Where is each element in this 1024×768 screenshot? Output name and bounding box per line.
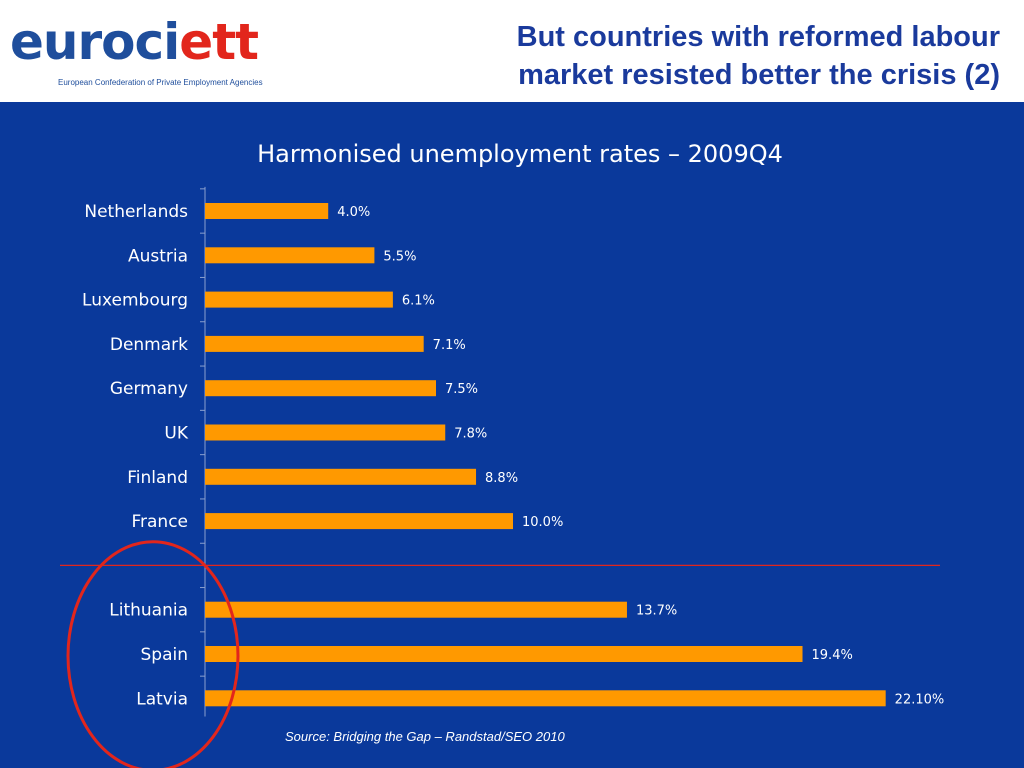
category-label: Lithuania (109, 601, 188, 621)
data-label: 7.5% (445, 382, 478, 397)
slide-title: But countries with reformed labour marke… (400, 18, 1000, 94)
bar (205, 601, 627, 618)
category-label: UK (164, 424, 188, 444)
data-label: 4.0% (337, 205, 370, 220)
slide-title-line-1: But countries with reformed labour (516, 21, 1000, 53)
data-label: 6.1% (402, 294, 435, 309)
category-label: Luxembourg (82, 291, 188, 311)
data-label: 19.4% (812, 648, 853, 663)
chart-panel: Harmonised unemployment rates – 2009Q4 N… (0, 102, 1024, 768)
bar (205, 424, 446, 441)
bar (205, 380, 436, 397)
unemployment-bar-chart: Netherlands 4.0% Austria 5.5% Luxembourg 6.1%… (60, 186, 945, 768)
bar (205, 646, 803, 662)
category-label: Austria (128, 246, 188, 266)
slide-title-line-2: market resisted better the crisis (2) (518, 59, 1000, 91)
highlight-circle (66, 540, 240, 768)
logo-wordmark: eurociett (10, 12, 259, 72)
data-label: 5.5% (383, 249, 416, 264)
bar (205, 247, 375, 264)
bar (205, 513, 513, 530)
category-label: France (131, 512, 188, 532)
chart-title: Harmonised unemployment rates – 2009Q4 (257, 140, 783, 168)
logo-word-main: euroci (10, 13, 180, 71)
data-label: 22.10% (895, 692, 945, 707)
bar (205, 690, 886, 707)
data-label: 7.8% (454, 427, 487, 442)
logo-word-accent: ett (179, 13, 259, 71)
category-label: Spain (141, 645, 189, 665)
eurociett-logo: eurociett European Confederation of Priv… (10, 12, 270, 92)
category-label: Denmark (110, 335, 188, 355)
category-label: Germany (110, 379, 188, 399)
source-note: Source: Bridging the Gap – Randstad/SEO … (285, 729, 565, 744)
slide-header: eurociett European Confederation of Priv… (0, 0, 1024, 102)
logo-tagline: European Confederation of Private Employ… (58, 78, 263, 87)
bar (205, 203, 329, 219)
data-label: 8.8% (485, 471, 518, 486)
bar (205, 468, 477, 485)
category-label: Latvia (136, 689, 188, 709)
bar (205, 291, 393, 308)
bar (205, 335, 424, 352)
data-label: 13.7% (636, 604, 677, 619)
data-label: 10.0% (522, 515, 563, 530)
data-label: 7.1% (433, 338, 466, 353)
category-label: Netherlands (84, 202, 188, 222)
category-label: Finland (127, 468, 188, 488)
